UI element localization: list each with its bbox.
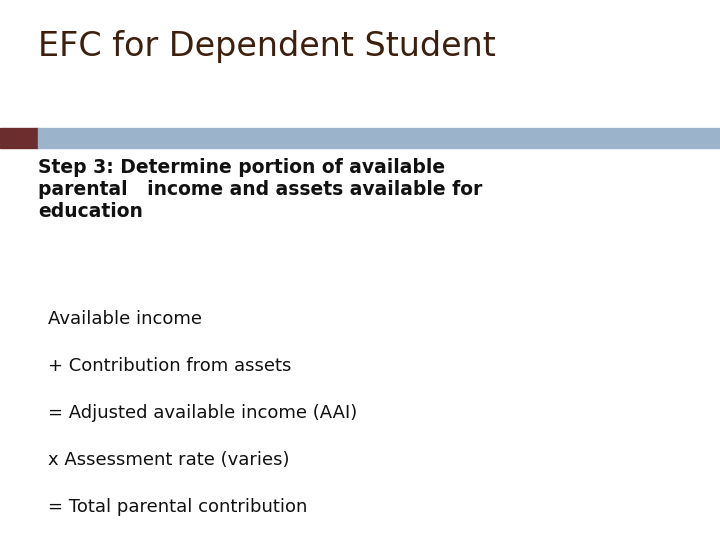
Bar (38, 128, 720, 148)
Text: = Adjusted available income (AAI): = Adjusted available income (AAI) (48, 404, 357, 422)
Text: parental   income and assets available for: parental income and assets available for (38, 180, 482, 199)
Text: education: education (38, 202, 143, 221)
Bar (0, 128, 38, 148)
Text: = Total parental contribution: = Total parental contribution (48, 498, 307, 516)
Text: Step 3: Determine portion of available: Step 3: Determine portion of available (38, 158, 445, 177)
Text: Available income: Available income (48, 310, 202, 328)
Text: + Contribution from assets: + Contribution from assets (48, 357, 292, 375)
Text: x Assessment rate (varies): x Assessment rate (varies) (48, 451, 289, 469)
Text: EFC for Dependent Student: EFC for Dependent Student (38, 30, 496, 63)
